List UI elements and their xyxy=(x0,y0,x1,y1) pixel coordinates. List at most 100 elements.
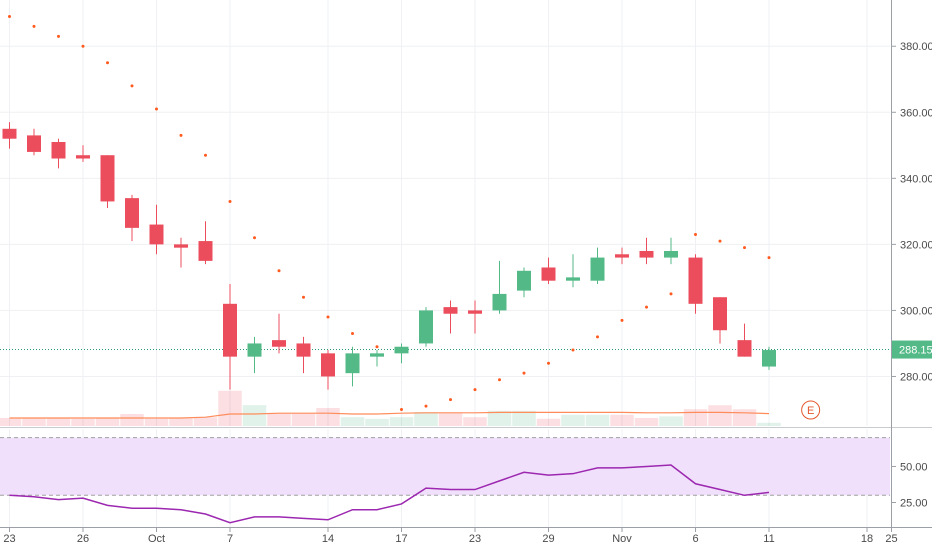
candle[interactable] xyxy=(321,350,335,390)
volume-bar xyxy=(267,413,291,426)
sar-point xyxy=(767,256,771,260)
candle-body xyxy=(713,297,727,331)
candle[interactable] xyxy=(2,122,17,149)
candle-body xyxy=(296,343,311,357)
candle[interactable] xyxy=(149,204,164,255)
candle[interactable] xyxy=(100,155,115,209)
volume-bar xyxy=(757,422,781,426)
price-tick-label: 380.00 xyxy=(900,41,932,53)
candle[interactable] xyxy=(566,254,580,288)
candle-body xyxy=(76,155,90,159)
volume-bar xyxy=(95,418,120,426)
candle-body xyxy=(566,277,580,281)
candle[interactable] xyxy=(688,254,703,314)
candle[interactable] xyxy=(664,237,678,265)
event-marker-icon[interactable] xyxy=(801,400,821,420)
volume-bar xyxy=(120,414,144,426)
candle-body xyxy=(51,142,66,159)
candle-body xyxy=(394,346,409,354)
oscillator-band xyxy=(0,437,890,496)
candle[interactable] xyxy=(737,323,752,357)
candle[interactable] xyxy=(296,336,311,374)
candle[interactable] xyxy=(762,346,776,370)
parabolic-sar-points xyxy=(8,15,771,411)
candle-body xyxy=(272,340,286,347)
candle[interactable] xyxy=(247,336,262,374)
time-tick-label: Oct xyxy=(148,533,165,545)
volume-bar xyxy=(169,418,193,426)
candle[interactable] xyxy=(492,260,507,314)
volume-bar xyxy=(365,418,389,426)
time-tick-label: 25 xyxy=(885,533,897,545)
volume-bar xyxy=(46,418,71,426)
sar-point xyxy=(228,199,232,203)
candle[interactable] xyxy=(345,346,360,387)
candle-body xyxy=(345,353,360,374)
volume-bar xyxy=(536,418,561,426)
candle[interactable] xyxy=(27,128,41,156)
candle[interactable] xyxy=(198,221,213,265)
candle[interactable] xyxy=(517,267,531,298)
time-axis[interactable]: 23 26 Oct 7 14 17 23 29 Nov 6 11 18 25 xyxy=(0,527,932,546)
price-tick-label: 320.00 xyxy=(900,239,932,251)
candle[interactable] xyxy=(615,247,629,265)
candle[interactable] xyxy=(713,297,727,344)
candle-body xyxy=(223,303,237,357)
volume-bar xyxy=(463,417,487,426)
candle-body xyxy=(541,267,556,281)
candle[interactable] xyxy=(468,300,482,334)
candle[interactable] xyxy=(370,350,384,367)
price-tick-label: 280.00 xyxy=(900,371,932,383)
volume-bar xyxy=(144,418,169,426)
price-pane[interactable]: E xyxy=(0,0,892,426)
volume-bar xyxy=(340,417,365,426)
candle[interactable] xyxy=(443,300,458,334)
event-marker[interactable]: E xyxy=(801,400,821,420)
time-tick-label: 26 xyxy=(77,533,89,545)
candle[interactable] xyxy=(394,343,409,364)
sar-point xyxy=(718,239,722,243)
sar-point xyxy=(694,232,697,236)
price-tick-label: 340.00 xyxy=(900,173,932,185)
candle[interactable] xyxy=(174,237,188,268)
volume-bar xyxy=(389,417,414,426)
candle[interactable] xyxy=(419,307,433,347)
candles[interactable] xyxy=(2,122,777,390)
candle-body xyxy=(688,257,703,304)
candle[interactable] xyxy=(590,247,605,284)
candle[interactable] xyxy=(125,194,139,242)
time-tick-label: 23 xyxy=(3,533,15,545)
candle[interactable] xyxy=(76,145,90,162)
volume-bar xyxy=(610,414,634,426)
volume-bar xyxy=(218,390,242,426)
candle-body xyxy=(149,224,164,245)
price-scale-labels: 380.00 360.00 340.00 320.00 300.00 280.00 xyxy=(891,41,932,383)
sar-point xyxy=(620,318,624,322)
sar-point xyxy=(326,315,330,319)
sar-point xyxy=(57,34,60,38)
candle[interactable] xyxy=(541,257,556,284)
candle[interactable] xyxy=(51,138,66,169)
oscillator-line xyxy=(9,464,770,524)
volume-bar xyxy=(561,414,585,426)
candle[interactable] xyxy=(639,237,654,265)
volume-bar xyxy=(634,418,659,426)
last-price-badge: 288.15 xyxy=(892,340,932,359)
candle-body xyxy=(321,353,335,377)
price-scale[interactable]: 380.00 360.00 340.00 320.00 300.00 280.00 288… xyxy=(891,0,932,528)
price-tick-label: 360.00 xyxy=(900,107,932,119)
volume-moving-average-line xyxy=(9,411,770,419)
oscillator-pane[interactable] xyxy=(0,429,892,527)
volume-bar xyxy=(291,413,316,426)
sar-point xyxy=(400,407,403,411)
candle-body xyxy=(100,155,115,202)
candle[interactable] xyxy=(272,313,286,354)
volume-bar xyxy=(708,405,732,426)
candle-body xyxy=(517,270,531,291)
last-price-badge-background xyxy=(892,340,932,359)
sar-point xyxy=(277,269,281,273)
sar-point xyxy=(8,15,11,19)
sar-point xyxy=(81,44,85,48)
candle[interactable] xyxy=(223,284,237,390)
